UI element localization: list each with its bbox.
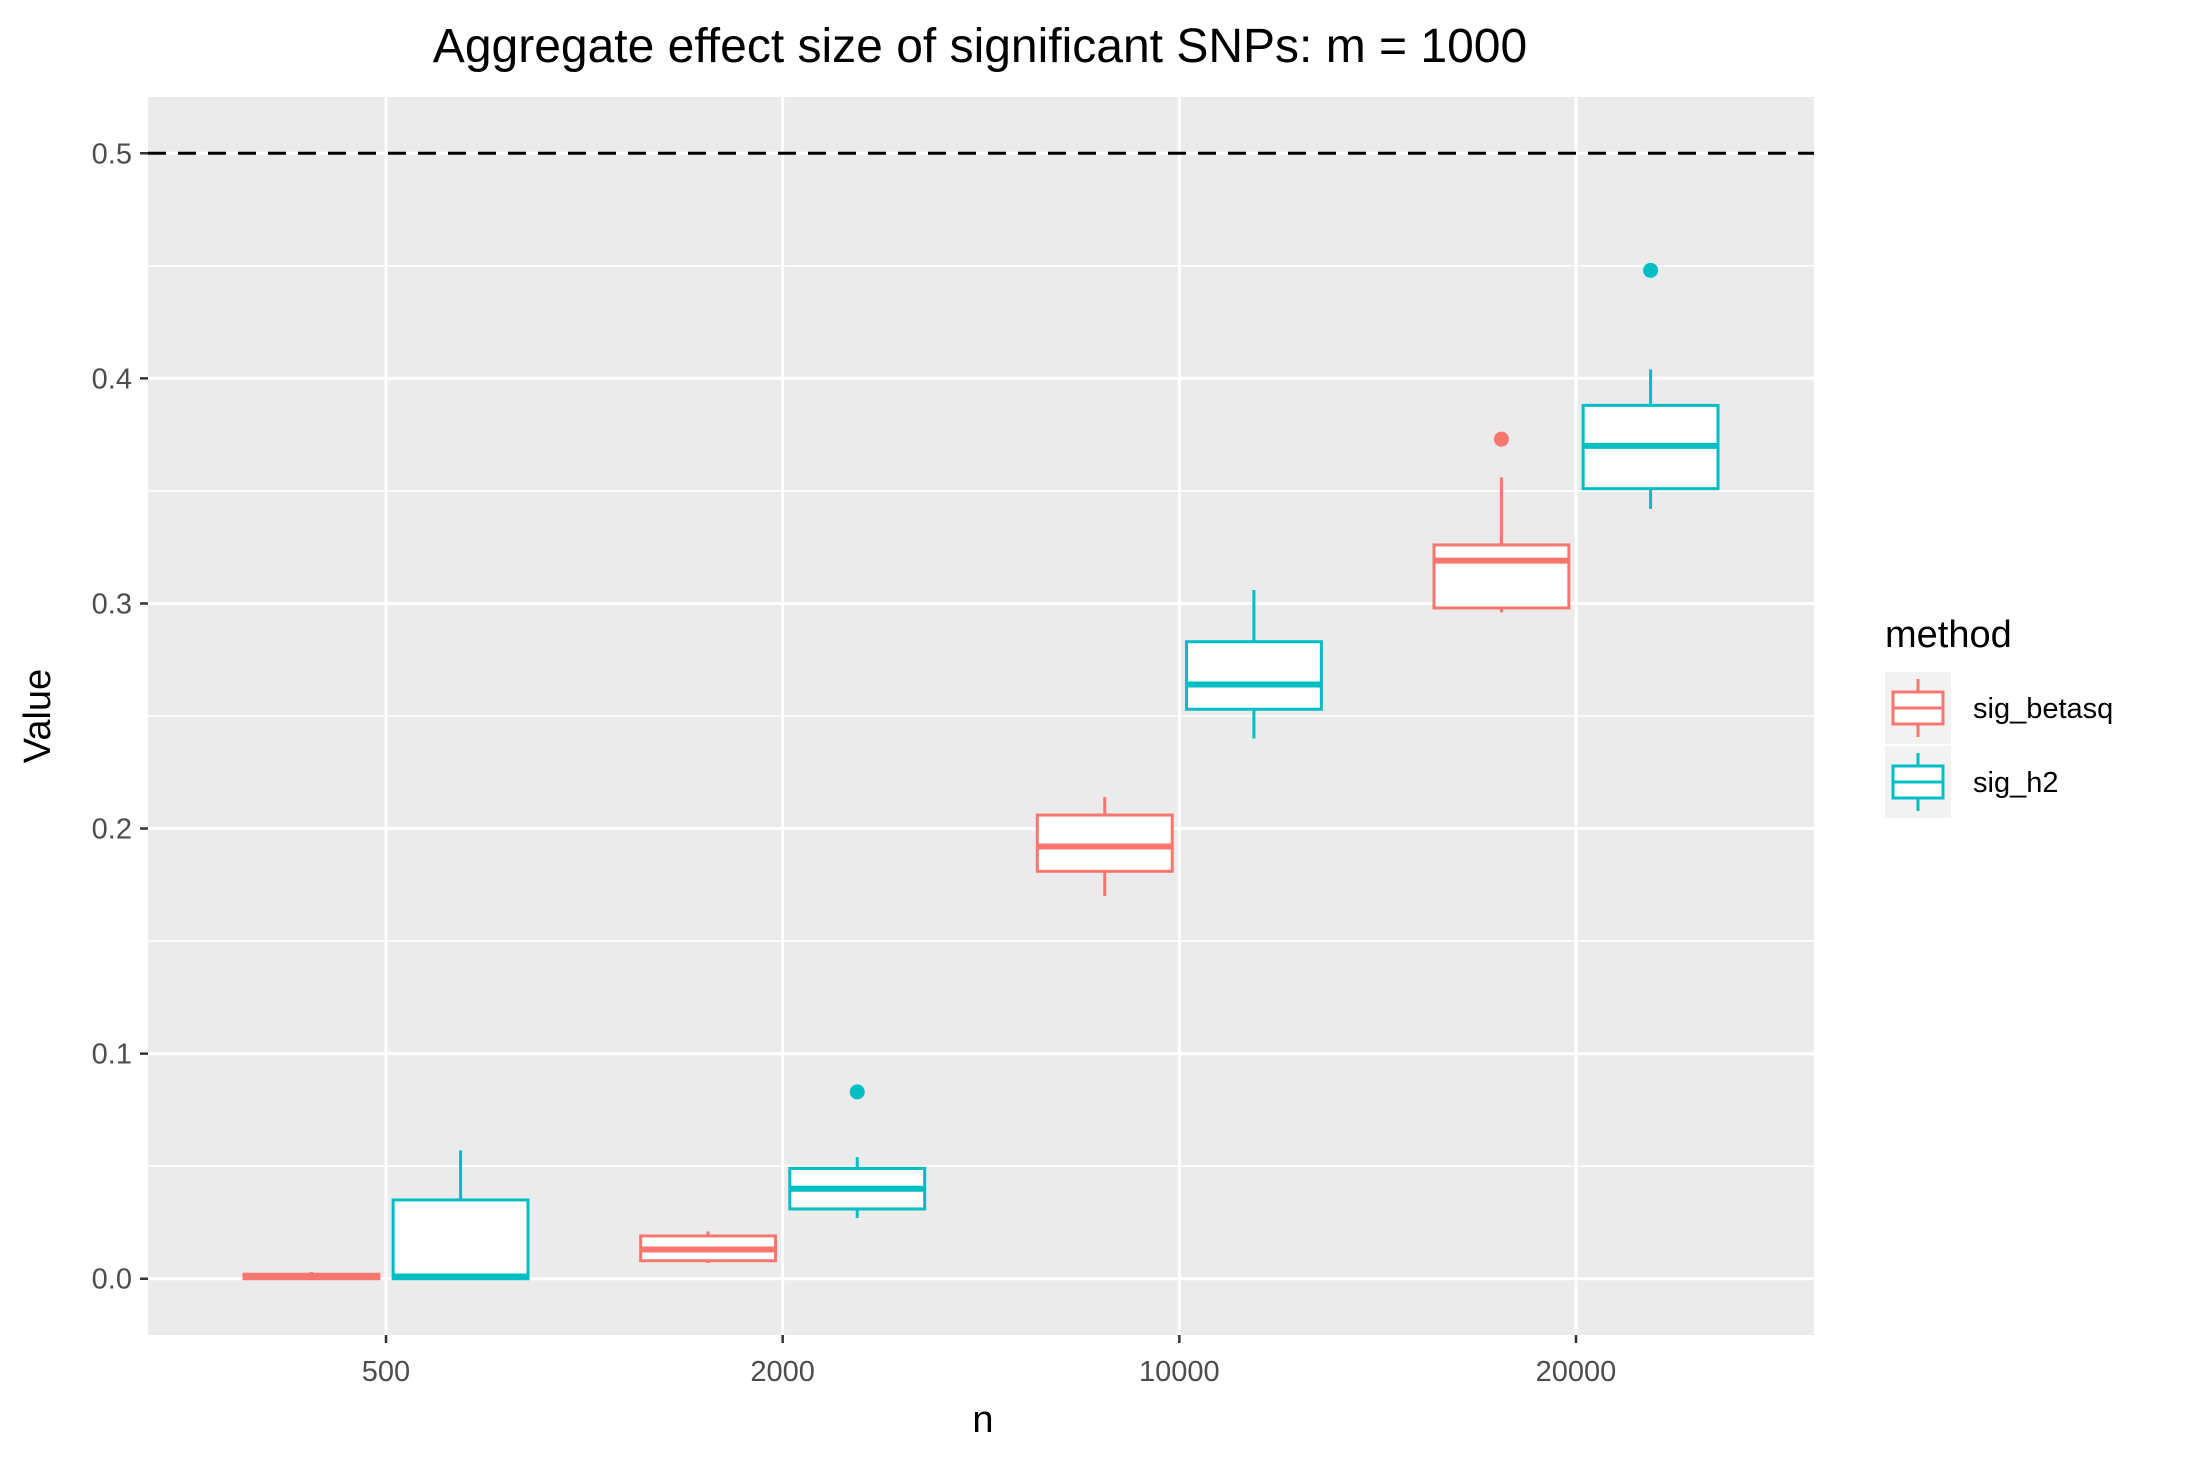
- box-sig_h2-2000: [788, 1084, 927, 1218]
- legend-item-sig_h2: sig_h2: [1885, 746, 2058, 818]
- outlier-point: [1493, 431, 1509, 447]
- box-sig_h2-500: [391, 1150, 530, 1281]
- legend-item-sig_betasq: sig_betasq: [1885, 672, 2113, 744]
- legend-label: sig_h2: [1973, 767, 2058, 799]
- minor-gridlines: [148, 265, 1814, 1167]
- box-sig_betasq-20000: [1432, 431, 1571, 613]
- outlier-point: [849, 1084, 865, 1100]
- box-sig_h2-20000: [1581, 262, 1720, 509]
- y-tick-label: 0.5: [92, 138, 132, 170]
- x-tick-label: 500: [362, 1356, 410, 1388]
- y-axis-title: Value: [17, 669, 59, 763]
- chart-title: Aggregate effect size of significant SNP…: [433, 20, 1527, 73]
- legend-title: method: [1885, 614, 2012, 656]
- y-axis: 0.0 0.1 0.2 0.3 0.4 0.5: [92, 138, 148, 1296]
- boxplot-series: [242, 262, 1720, 1281]
- y-tick-label: 0.1: [92, 1039, 132, 1071]
- y-tick-label: 0.3: [92, 588, 132, 620]
- x-axis-title: n: [972, 1399, 993, 1441]
- y-tick-label: 0.0: [92, 1264, 132, 1296]
- x-tick-label: 10000: [1139, 1356, 1220, 1388]
- legend-label: sig_betasq: [1973, 693, 2113, 725]
- x-tick-label: 20000: [1536, 1356, 1617, 1388]
- box-sig_betasq-500: [242, 1271, 381, 1281]
- legend-items: sig_betasq sig_h2: [1885, 672, 2113, 818]
- box-body: [1432, 543, 1571, 610]
- y-tick-label: 0.4: [92, 363, 132, 395]
- box-body: [1184, 640, 1323, 711]
- outlier-point: [1643, 262, 1659, 278]
- x-tick-label: 2000: [750, 1356, 815, 1388]
- legend: method sig_betasq sig_h2: [1885, 614, 2113, 818]
- box-body: [1035, 813, 1174, 873]
- x-axis: 500 2000 10000 20000: [362, 1335, 1617, 1388]
- box-sig_h2-10000: [1184, 589, 1323, 739]
- box-sig_betasq-2000: [639, 1231, 778, 1263]
- box-sig_betasq-10000: [1035, 797, 1174, 897]
- box-body: [391, 1198, 530, 1281]
- y-tick-label: 0.2: [92, 814, 132, 846]
